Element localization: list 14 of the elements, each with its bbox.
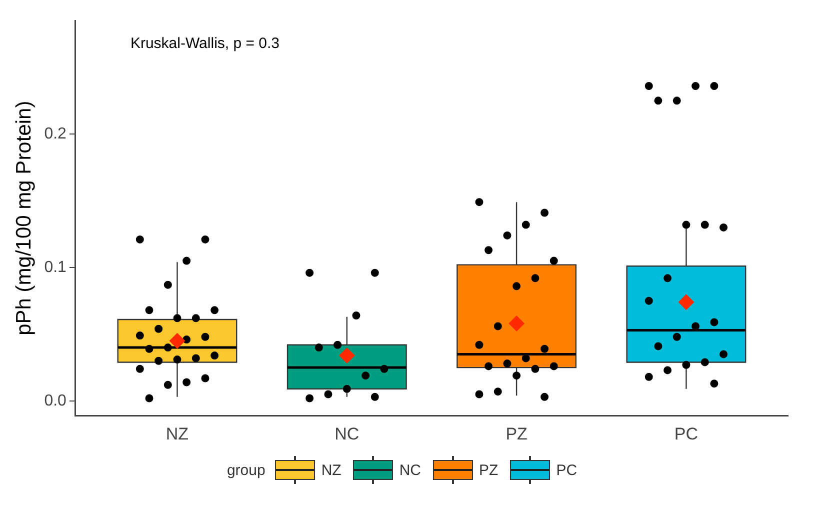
y-tick-label: 0.2: [44, 125, 67, 142]
legend-label: PZ: [479, 462, 498, 478]
legend-label: PC: [556, 462, 578, 478]
y-axis-title: pPh (mg/100 mg Protein): [12, 100, 36, 336]
legend-title: group: [226, 462, 266, 478]
y-tick-label: 0.1: [44, 258, 67, 276]
x-tick-label: PC: [674, 424, 698, 444]
y-tick-label: 0.0: [44, 392, 67, 410]
legend-label: NC: [399, 462, 422, 478]
x-tick-label: NC: [334, 424, 360, 444]
x-tick-label: PZ: [506, 424, 528, 444]
x-tick-label: NZ: [166, 424, 189, 444]
annotation: Kruskal-Wallis, p = 0.3: [130, 35, 280, 52]
legend-label: NZ: [321, 462, 342, 478]
